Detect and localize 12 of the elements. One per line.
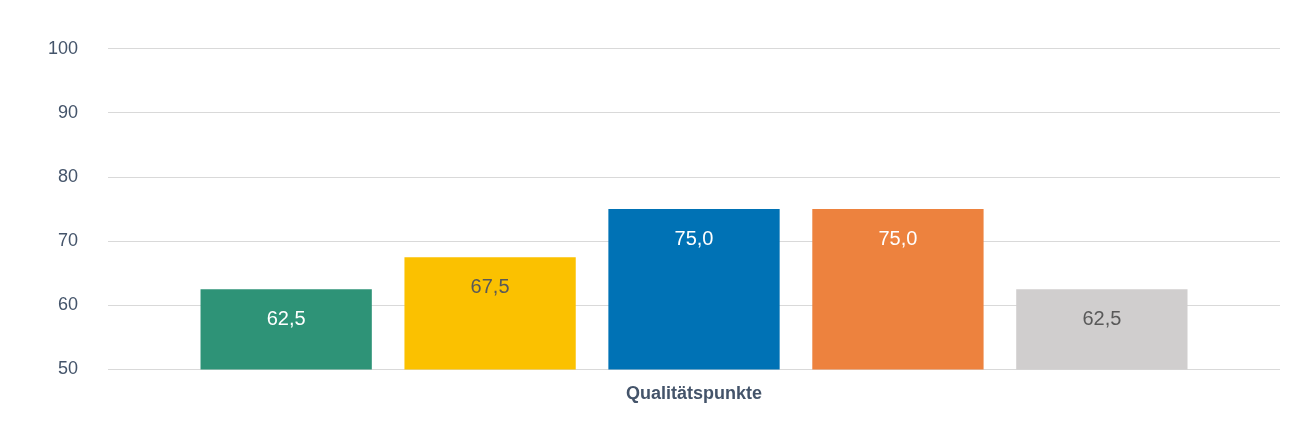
data-label: 75,0 [878, 226, 918, 249]
y-tick-label: 90 [58, 101, 79, 122]
x-tick-label: Qualitätspunkte [626, 383, 763, 404]
y-tick-label: 70 [58, 230, 79, 251]
data-label: 62,5 [1082, 306, 1122, 329]
data-label: 75,0 [674, 226, 714, 249]
data-label: 62,5 [266, 306, 306, 329]
y-tick-label: 50 [58, 358, 79, 379]
y-tick-label: 100 [47, 37, 79, 58]
data-label: 67,5 [470, 274, 510, 297]
y-tick-label: 60 [58, 294, 79, 315]
y-tick-label: 80 [58, 166, 79, 187]
